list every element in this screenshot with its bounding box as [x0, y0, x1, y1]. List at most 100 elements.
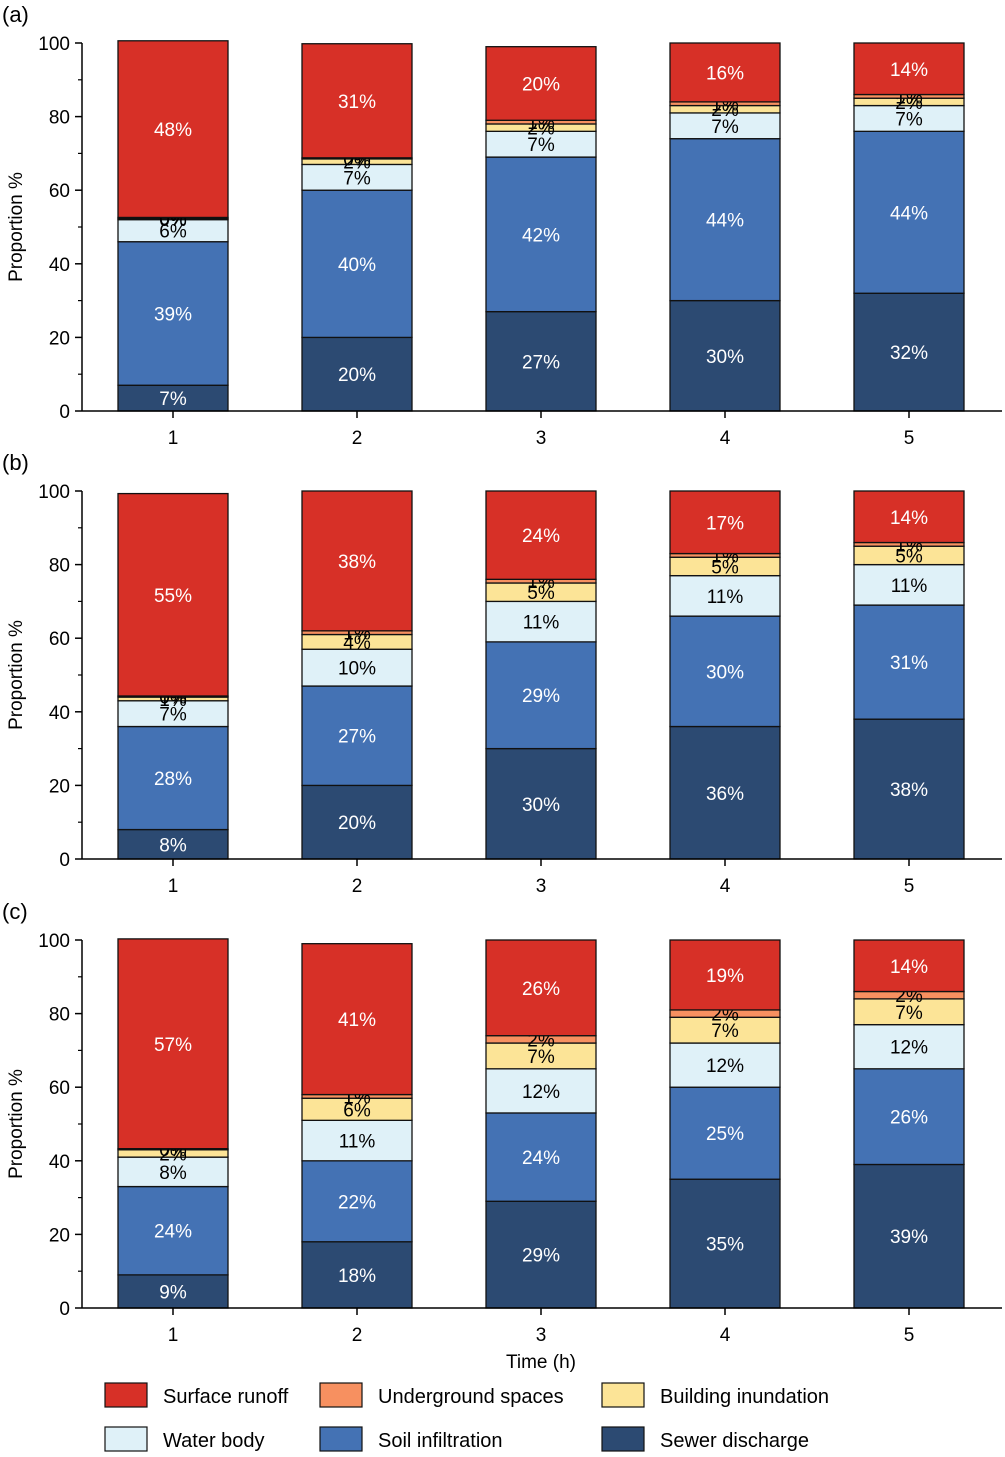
data-label: 25% [706, 1124, 744, 1145]
bar-segment [669, 725, 781, 860]
bar-segment [853, 563, 965, 606]
data-label: 30% [706, 347, 744, 368]
bar-segment [301, 943, 413, 1096]
data-label: 7% [527, 1047, 555, 1068]
bar-segment [485, 747, 597, 860]
bar-segment [117, 725, 229, 831]
bar-segment [853, 939, 965, 993]
bar-segment [485, 1068, 597, 1114]
x-tick-label: 5 [904, 428, 915, 449]
bar-segment [301, 1119, 413, 1162]
y-tick-label: 20 [49, 1225, 70, 1246]
data-label: 30% [706, 662, 744, 683]
data-label: 16% [706, 63, 744, 84]
data-label: 9% [159, 1282, 187, 1303]
data-label: 24% [154, 1222, 192, 1243]
bar-segment [669, 615, 781, 728]
bar-segment [669, 939, 781, 1011]
legend-swatch [104, 1426, 148, 1452]
bar-segment [117, 492, 229, 697]
data-label: 40% [338, 255, 376, 276]
data-label: 22% [338, 1192, 376, 1213]
data-label: 20% [522, 74, 560, 95]
data-label: 14% [890, 508, 928, 529]
data-label: 31% [338, 92, 376, 113]
bar-segment [117, 1274, 229, 1309]
data-label: 11% [339, 1132, 376, 1153]
legend-label: Surface runoff [163, 1386, 289, 1408]
x-tick-label: 2 [352, 428, 363, 449]
x-tick-label: 3 [536, 876, 547, 897]
panel-label: (a) [2, 2, 29, 27]
y-tick-label: 100 [38, 931, 70, 952]
data-label: 18% [338, 1266, 376, 1287]
x-tick-label: 1 [168, 876, 179, 897]
data-label: 27% [338, 727, 376, 748]
data-label: 14% [890, 60, 928, 81]
bar-segment [853, 42, 965, 96]
bar-segment [301, 685, 413, 787]
y-tick-label: 80 [49, 556, 70, 577]
bar-segment [485, 156, 597, 313]
y-axis-title: Proportion % [6, 1069, 27, 1179]
data-label: 30% [522, 795, 560, 816]
bar-segment [485, 310, 597, 412]
data-label: 41% [338, 1010, 376, 1031]
bar-segment [117, 1156, 229, 1188]
data-label: 5% [895, 546, 923, 567]
x-tick-label: 3 [536, 1325, 547, 1346]
bar-segment [485, 130, 597, 158]
panel-label: (b) [2, 450, 29, 475]
y-tick-label: 40 [49, 703, 70, 724]
data-label: 26% [890, 1108, 928, 1129]
x-tick-label: 5 [904, 1325, 915, 1346]
bar-segment [669, 1042, 781, 1088]
bar-segment [485, 939, 597, 1037]
bar-segment [853, 1163, 965, 1309]
bar-segment [117, 1185, 229, 1276]
data-label: 48% [154, 120, 192, 141]
x-tick-label: 5 [904, 876, 915, 897]
x-tick-label: 1 [168, 428, 179, 449]
data-label: 35% [706, 1235, 744, 1256]
legend-label: Water body [163, 1430, 265, 1452]
panel-label: (c) [2, 899, 28, 924]
data-label: 31% [890, 653, 928, 674]
data-label: 38% [890, 780, 928, 801]
data-label: 24% [522, 526, 560, 547]
bar-segment [669, 42, 781, 103]
data-label: 7% [895, 109, 923, 130]
bar-segment [301, 163, 413, 191]
data-label: 10% [338, 659, 376, 680]
bar-segment [669, 138, 781, 302]
data-label: 42% [522, 225, 560, 246]
bar-segment [301, 784, 413, 860]
legend-label: Underground spaces [378, 1386, 564, 1408]
data-label: 7% [159, 705, 187, 726]
bar-segment [669, 299, 781, 412]
bar-segment [117, 384, 229, 412]
data-label: 27% [522, 352, 560, 373]
x-tick-label: 1 [168, 1325, 179, 1346]
y-tick-label: 0 [59, 1299, 70, 1320]
data-label: 12% [890, 1038, 928, 1059]
data-label: 7% [159, 389, 187, 410]
data-label: 5% [527, 583, 555, 604]
data-label: 29% [522, 686, 560, 707]
y-tick-label: 40 [49, 1152, 70, 1173]
bar-segment [669, 490, 781, 555]
y-tick-label: 100 [38, 34, 70, 55]
data-label: 11% [891, 576, 928, 597]
bar-segment [669, 112, 781, 140]
y-tick-label: 0 [59, 850, 70, 871]
legend-label: Building inundation [660, 1386, 829, 1408]
y-tick-label: 100 [38, 482, 70, 503]
y-axis-title: Proportion % [6, 172, 27, 282]
x-axis-title: Time (h) [506, 1352, 576, 1373]
bar-segment [853, 998, 965, 1026]
bar-segment [669, 574, 781, 617]
data-label: 39% [154, 304, 192, 325]
data-label: 38% [338, 552, 376, 573]
x-tick-label: 3 [536, 428, 547, 449]
bar-segment [301, 648, 413, 687]
